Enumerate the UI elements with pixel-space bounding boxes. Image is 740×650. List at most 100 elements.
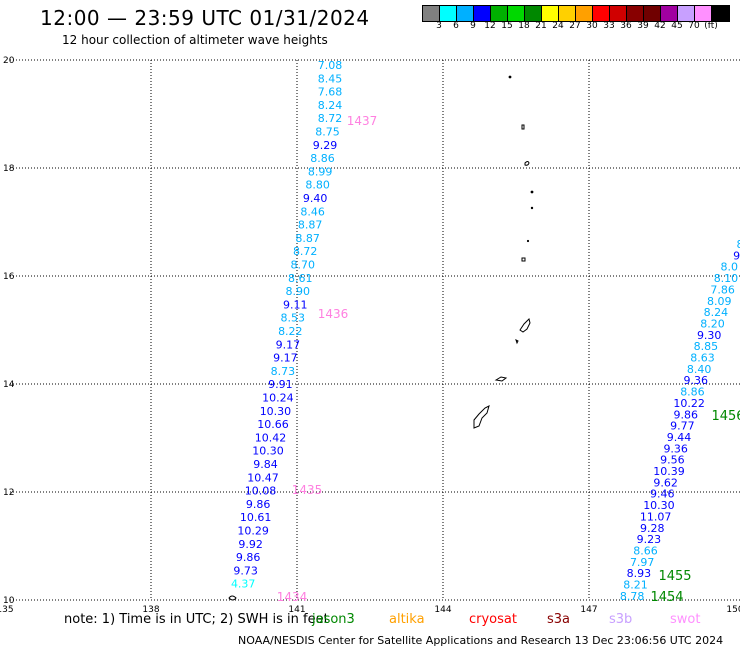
colorbar-swatch (593, 6, 610, 21)
longitude-label: 141 (288, 605, 305, 615)
swh-value: 10.08 (245, 485, 277, 498)
latitude-label: 20 (3, 56, 15, 66)
colorbar-swatch (695, 6, 712, 21)
swh-value: 8.63 (690, 352, 715, 365)
altimeter-track-right: 898.08.107.868.098.248.209.308.858.638.4… (620, 238, 740, 605)
mission-label-jason3: jason3 (312, 612, 355, 627)
swh-value: 8.87 (295, 232, 320, 245)
pass-time-label: 1437 (347, 114, 378, 128)
swh-value: 8.24 (704, 306, 729, 319)
swh-value: 10.30 (260, 405, 292, 418)
swh-value: 8.0 (721, 261, 739, 274)
swh-value: 8.40 (687, 363, 712, 376)
pass-time-label: 1436 (318, 307, 349, 321)
note-text: note: 1) Time is in UTC; 2) SWH is in fe… (64, 612, 329, 627)
island-guguan (521, 257, 526, 262)
latitude-label: 14 (3, 380, 15, 390)
colorbar-swatch (542, 6, 559, 21)
swh-value: 10.39 (653, 465, 685, 478)
colorbar-label: 36 (620, 21, 632, 31)
colorbar-label: 45 (671, 21, 683, 31)
swh-value: 8.75 (315, 126, 340, 139)
colorbar-label: 21 (535, 21, 547, 31)
swh-value: 8.20 (700, 317, 725, 330)
pass-time-label: 1434 (277, 590, 308, 604)
latitude-label: 18 (3, 164, 15, 174)
altimeter-track-left: 7.088.457.688.248.728.759.298.868.998.80… (231, 59, 377, 604)
swh-value: 10.30 (643, 499, 675, 512)
swh-value: 8.99 (308, 165, 333, 178)
swh-value: 9.56 (660, 454, 685, 467)
lat-lon-grid (10, 59, 740, 601)
mission-label-cryosat: cryosat (469, 612, 517, 627)
swh-value: 9 (733, 249, 740, 262)
swh-value: 8.61 (288, 272, 313, 285)
swh-value: 9.23 (637, 533, 662, 546)
pass-time-label: 1454 (650, 590, 683, 605)
colorbar-label: 27 (569, 21, 581, 31)
island-south (228, 595, 237, 601)
longitude-label: 135 (0, 605, 14, 615)
island-outlines (228, 75, 534, 601)
colorbar-label: 42 (654, 21, 666, 31)
longitude-label: 144 (434, 605, 451, 615)
colorbar-swatch (423, 6, 440, 21)
page-subtitle: 12 hour collection of altimeter wave hei… (62, 33, 328, 47)
mission-label-altika: altika (389, 612, 425, 627)
swh-value: 9.36 (663, 442, 688, 455)
colorbar-labels: 3 6 9 12 15 18 21 24 27 30 33 36 39 42 45 70 (ft) (422, 21, 740, 33)
colorbar-label: 12 (484, 21, 496, 31)
colorbar-label: 39 (637, 21, 649, 31)
mission-label-s3b: s3b (609, 612, 633, 627)
colorbar-swatch (525, 6, 542, 21)
latitude-label: 10 (3, 596, 15, 606)
swh-value: 9.28 (640, 522, 665, 535)
swh-value: 8.21 (623, 579, 648, 592)
swh-value: 9.86 (246, 498, 271, 511)
colorbar-swatch (491, 6, 508, 21)
colorbar-swatch (576, 6, 593, 21)
latitude-label: 16 (3, 272, 15, 282)
island-saipan (515, 318, 531, 345)
colorbar-label: (ft) (704, 21, 718, 31)
swh-value: 10.29 (237, 525, 269, 538)
swh-value: 8.87 (298, 219, 323, 232)
colorbar-label: 70 (688, 21, 700, 31)
colorbar-swatch (627, 6, 644, 21)
swh-value: 9.29 (313, 139, 338, 152)
swh-value: 10.22 (673, 397, 705, 410)
swh-value: 8.66 (633, 544, 658, 557)
colorbar-swatch (644, 6, 661, 21)
swh-value: 8.78 (620, 590, 645, 603)
colorbar-swatch (678, 6, 695, 21)
colorbar-label: 6 (453, 21, 459, 31)
colorbar-swatch (712, 6, 729, 21)
colorbar-label: 30 (586, 21, 598, 31)
swh-value: 8.72 (293, 245, 318, 258)
colorbar-swatch (440, 6, 457, 21)
colorbar-swatch (508, 6, 525, 21)
mission-label-swot: swot (670, 612, 701, 627)
longitude-label: 138 (142, 605, 159, 615)
island-agrihan (530, 190, 534, 194)
island-pagan (530, 206, 534, 210)
pass-time-label: 1456 (711, 409, 740, 424)
swh-value: 7.68 (318, 86, 343, 99)
swh-value: 7.08 (318, 59, 343, 72)
swh-value: 9.36 (684, 374, 709, 387)
swh-value: 8.45 (318, 72, 343, 85)
swh-value: 8.73 (271, 365, 296, 378)
swh-value: 10.42 (255, 431, 287, 444)
island-alamagan (526, 239, 530, 243)
colorbar-label: 24 (552, 21, 564, 31)
wave-height-colorbar (422, 5, 730, 22)
swh-value: 9.30 (697, 329, 722, 342)
island-asuncion (524, 161, 530, 166)
swh-value: 9.17 (273, 352, 298, 365)
colorbar-label: 15 (501, 21, 513, 31)
mission-legend: jason3 altika cryosat s3a s3b swot (0, 612, 740, 628)
colorbar-swatch (661, 6, 678, 21)
colorbar-label: 9 (470, 21, 476, 31)
page-title: 12:00 — 23:59 UTC 01/31/2024 (40, 6, 370, 30)
